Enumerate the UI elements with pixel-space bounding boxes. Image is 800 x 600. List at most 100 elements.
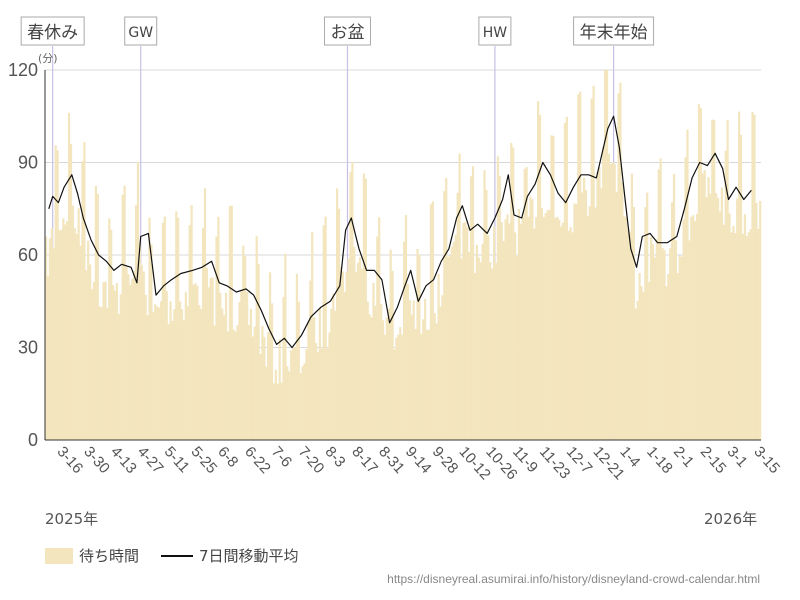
wait-time-bar <box>431 201 434 440</box>
wait-time-bar <box>443 191 446 440</box>
wait-time-bar <box>257 263 260 440</box>
wait-time-bar <box>736 198 739 440</box>
event-label: GW <box>128 25 153 41</box>
wait-time-bar <box>424 298 427 440</box>
wait-time-bar <box>169 301 172 440</box>
wait-time-bar <box>142 271 145 440</box>
wait-time-bar <box>217 216 220 440</box>
wait-time-bar <box>720 187 724 440</box>
wait-time-bar <box>458 153 461 440</box>
wait-time-bar <box>563 122 567 440</box>
wait-time-bar <box>278 339 281 440</box>
wait-time-bar <box>529 196 532 440</box>
wait-time-bar <box>395 337 398 440</box>
wait-time-bar <box>519 223 522 440</box>
wait-time-bar <box>209 277 212 440</box>
wait-time-bar <box>447 256 450 440</box>
wait-time-bar <box>745 236 748 440</box>
wait-time-bar <box>466 227 469 440</box>
wait-time-bar <box>598 167 601 440</box>
legend-line-label: 7日間移動平均 <box>199 547 299 565</box>
wait-time-bar <box>309 280 312 440</box>
wait-time-bar <box>701 173 704 441</box>
wait-time-bar <box>525 167 528 440</box>
y-tick-label: 30 <box>18 338 38 358</box>
wait-time-bar <box>221 308 224 440</box>
wait-time-bar <box>127 274 130 440</box>
wait-time-bar <box>301 366 304 440</box>
wait-time-bar <box>646 192 649 440</box>
wait-time-bar <box>435 323 438 440</box>
y-axis-unit: (分) <box>38 52 58 65</box>
wait-time-bar <box>621 182 624 440</box>
event-label: お盆 <box>330 23 364 43</box>
wait-time-bar <box>131 278 134 440</box>
wait-time-bar <box>726 119 729 440</box>
legend-bar-label: 待ち時間 <box>79 547 140 565</box>
wait-time-bar <box>594 207 597 440</box>
wait-time-bar <box>242 245 245 440</box>
wait-time-bar <box>334 310 337 440</box>
wait-time-bar <box>638 273 641 440</box>
wait-time-bar <box>203 188 207 440</box>
wait-time-bar <box>230 205 233 440</box>
wait-time-bar <box>276 383 279 440</box>
wait-time-bar <box>739 134 743 440</box>
wait-time-bar <box>479 262 482 440</box>
wait-time-bar <box>46 275 50 440</box>
wait-time-bar <box>73 228 76 440</box>
wait-time-bar <box>305 349 308 440</box>
wait-time-bar <box>198 305 201 440</box>
wait-time-bar <box>648 281 651 440</box>
wait-time-bar <box>617 93 620 440</box>
wait-time-bar <box>387 308 390 440</box>
wait-time-bar <box>182 320 186 440</box>
x-tick-label: 8-31 <box>375 443 408 477</box>
wait-time-bar <box>54 145 57 440</box>
wait-time-bar <box>201 228 205 440</box>
wait-time-bar <box>79 245 82 440</box>
wait-time-bar <box>238 302 241 440</box>
wait-time-bar <box>351 162 354 441</box>
wait-time-bar <box>328 332 331 440</box>
wait-time-bar <box>378 217 381 440</box>
wait-time-bar <box>69 143 73 440</box>
wait-time-bar <box>632 206 635 440</box>
wait-time-bar <box>232 329 235 440</box>
event-label: 年末年始 <box>580 23 648 43</box>
wait-time-bar <box>418 254 421 440</box>
wait-time-bar <box>148 217 151 440</box>
wait-time-bar <box>115 283 119 440</box>
wait-time-bar <box>360 268 364 440</box>
wait-time-bar <box>655 239 658 440</box>
wait-time-bar <box>600 188 603 440</box>
wait-time-bar <box>381 320 385 440</box>
wait-time-bar <box>380 304 383 440</box>
wait-time-bar <box>755 202 758 440</box>
wait-time-bar <box>326 348 329 440</box>
wait-time-bar <box>188 225 191 440</box>
wait-time-bar <box>343 291 346 440</box>
wait-time-bar <box>389 249 392 440</box>
wait-time-bar <box>77 208 80 440</box>
wait-time-bar <box>136 161 140 440</box>
wait-time-bar <box>441 295 444 440</box>
wait-time-bar <box>437 273 440 440</box>
wait-time-bar <box>669 248 672 440</box>
event-label-box <box>478 16 512 46</box>
wait-time-bar <box>709 193 712 440</box>
wait-time-bar <box>628 232 632 440</box>
wait-time-bar <box>749 229 752 440</box>
wait-time-bar <box>674 240 678 440</box>
wait-time-bar <box>707 177 710 440</box>
wait-time-bar <box>724 150 727 440</box>
wait-time-bar <box>630 173 634 440</box>
wait-time-bar <box>219 292 222 440</box>
wait-time-bar <box>226 331 230 440</box>
wait-time-bar <box>523 168 526 440</box>
wait-time-bar <box>75 233 78 440</box>
wait-time-bar <box>324 216 327 440</box>
wait-time-bar <box>433 313 436 440</box>
wait-time-bar <box>330 308 333 440</box>
wait-time-bar <box>425 330 429 440</box>
